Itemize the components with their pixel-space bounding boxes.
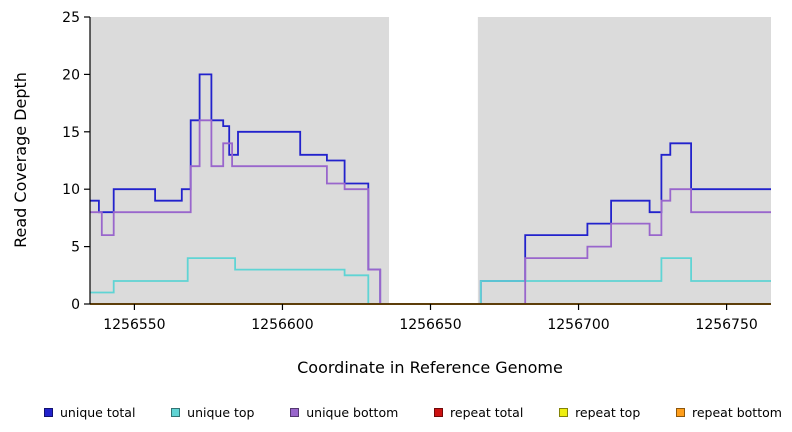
x-tick-label: 1256650 xyxy=(399,317,461,333)
legend-swatch-repeat-top xyxy=(559,407,569,417)
y-tick-label: 5 xyxy=(71,240,80,256)
series-line-unique-bottom xyxy=(90,119,771,305)
legend-swatch-unique-total xyxy=(44,407,53,417)
legend-item-repeat-bottom: repeat bottom xyxy=(676,405,782,420)
x-tick-label: 1256550 xyxy=(103,317,165,333)
coverage-gap-region xyxy=(389,17,478,304)
y-tick-label: 10 xyxy=(62,182,80,198)
x-tick-label: 1256700 xyxy=(547,317,609,333)
legend-label: unique top xyxy=(187,404,255,420)
legend-swatch-unique-top xyxy=(171,407,181,417)
legend-item-unique-total: unique total xyxy=(44,405,135,420)
coverage-plot-svg: 1256550 1256600 1256650 1256700 1256750 0 5 10 1… xyxy=(11,10,771,377)
legend-label: repeat bottom xyxy=(692,404,782,420)
legend-item-unique-bottom: unique bottom xyxy=(290,405,398,420)
legend-swatch-repeat-total xyxy=(434,407,444,417)
y-axis-title: Read Coverage Depth xyxy=(11,72,30,248)
series-line-unique-total xyxy=(90,73,771,305)
x-axis-title: Coordinate in Reference Genome xyxy=(297,358,563,377)
series-line-unique-top xyxy=(90,257,771,305)
y-tick-label: 15 xyxy=(62,125,80,141)
x-tick-label: 1256750 xyxy=(695,317,757,333)
legend-label: repeat total xyxy=(450,404,524,420)
legend-label: unique bottom xyxy=(306,404,399,420)
legend-label: unique total xyxy=(60,404,136,420)
legend: unique total unique top unique bottom repea… xyxy=(44,399,782,425)
legend-label: repeat top xyxy=(575,404,641,420)
y-tick-label: 0 xyxy=(71,297,80,313)
legend-swatch-repeat-bottom xyxy=(676,407,685,417)
y-tick-label: 20 xyxy=(62,67,80,83)
legend-item-repeat-total: repeat total xyxy=(434,405,523,420)
legend-swatch-unique-bottom xyxy=(290,407,300,417)
legend-item-unique-top: unique top xyxy=(171,405,254,420)
x-tick-label: 1256600 xyxy=(251,317,313,333)
legend-item-repeat-top: repeat top xyxy=(559,405,640,420)
y-tick-label: 25 xyxy=(62,10,80,26)
